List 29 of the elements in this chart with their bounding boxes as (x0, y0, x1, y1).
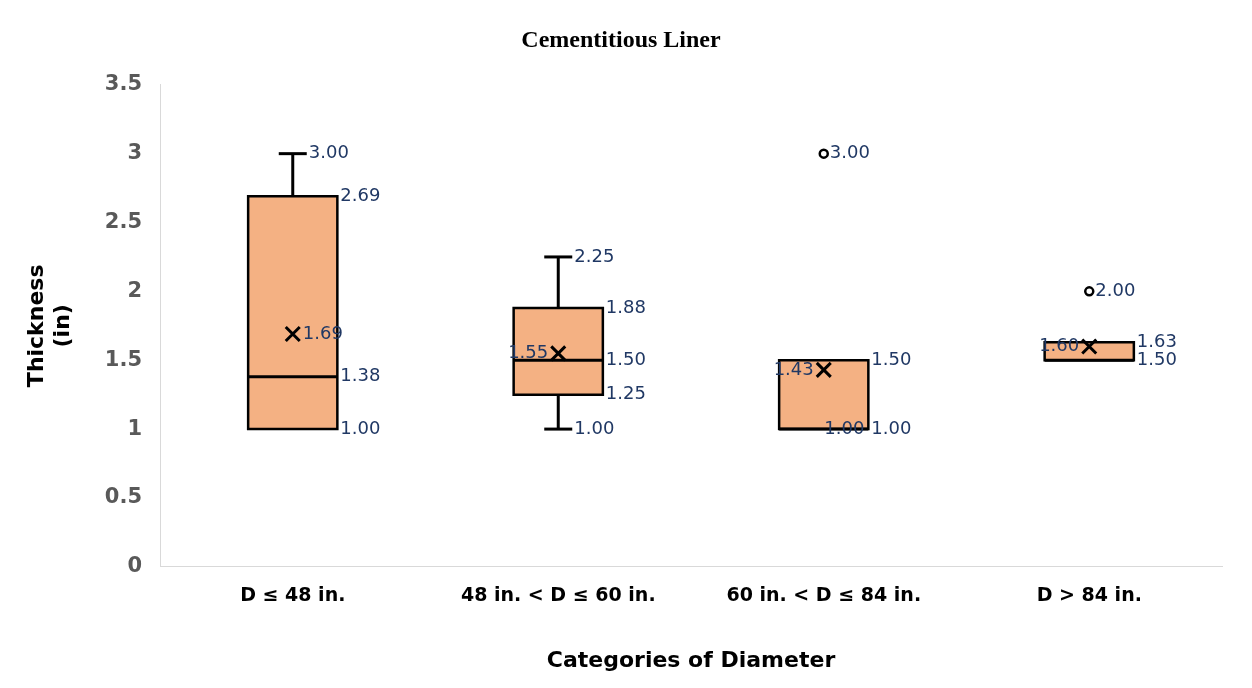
y-axis-title: Thickness (in) (22, 264, 75, 388)
annotation: 1.88 (605, 295, 646, 317)
y-tick-label: 2.5 (104, 208, 142, 233)
annotation: 1.00 (871, 416, 912, 438)
annotation: 3.00 (829, 141, 870, 163)
y-tick-label: 1 (127, 415, 142, 440)
annotation: 2.25 (574, 244, 615, 266)
chart-title: Cementitious Liner (521, 25, 721, 52)
annotation: 1.00 (340, 416, 381, 438)
y-tick-label: 2 (127, 277, 142, 302)
annotation: 1.38 (340, 364, 381, 386)
x-axis-title: Categories of Diameter (546, 646, 836, 672)
x-tick-label: D > 84 in. (1036, 583, 1142, 606)
annotation: 3.00 (308, 141, 349, 163)
annotation: 1.00 (574, 416, 615, 438)
annotation: 1.00 (824, 416, 865, 438)
annotation: 2.00 (1095, 279, 1136, 301)
annotation: 1.50 (605, 347, 646, 369)
y-tick-label: 3.5 (104, 71, 142, 96)
y-tick-label: 0 (127, 553, 142, 578)
x-tick-label: 60 in. < D ≤ 84 in. (726, 583, 922, 606)
annotation: 2.69 (340, 184, 381, 206)
y-tick-label: 0.5 (104, 484, 142, 509)
y-tick-label: 3 (127, 140, 142, 165)
y-tick-label: 1.5 (104, 346, 142, 371)
annotation: 1.25 (605, 382, 646, 404)
annotation: 1.50 (871, 347, 912, 369)
x-tick-label: 48 in. < D ≤ 60 in. (460, 583, 656, 606)
x-tick-label: D ≤ 48 in. (240, 583, 346, 606)
